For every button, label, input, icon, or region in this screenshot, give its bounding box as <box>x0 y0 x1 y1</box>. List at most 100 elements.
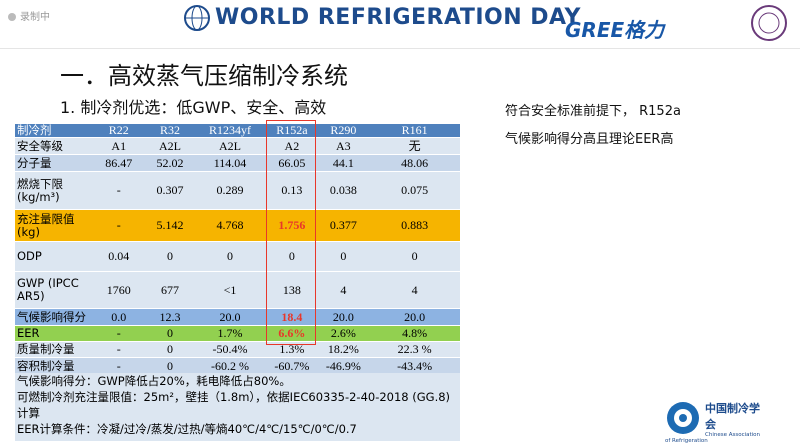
table-cell: 0 <box>146 341 194 358</box>
header-cell: R32 <box>146 124 194 138</box>
table-cell: 0 <box>146 357 194 375</box>
table-cell: 0 <box>369 241 460 272</box>
header-cell: R1234yf <box>193 124 267 138</box>
globe-icon <box>184 5 210 31</box>
table-cell: 20.0 <box>369 308 460 326</box>
association-logo: 中国制冷学会 Chinese Association of Refrigerat… <box>665 400 765 444</box>
footnote: 可燃制冷剂充注量限值：25m²，壁挂（1.8m），依据IEC60335-2-40… <box>17 390 451 420</box>
table-cell: EER <box>15 325 92 342</box>
table-cell: 4.768 <box>193 209 267 242</box>
logo-name: 中国制冷学会 <box>705 402 760 431</box>
table-row: GWP (IPCC AR5) 1760 677 <1 138 4 4 <box>15 271 460 309</box>
seal-icon <box>751 5 787 41</box>
subtitle: 1. 制冷剂优选：低GWP、安全、高效 <box>60 98 327 117</box>
table-cell: <1 <box>193 271 267 309</box>
table-cell: - <box>91 171 147 210</box>
table-row: 燃烧下限 (kg/m³) -0.307 0.289 0.13 0.038 0.075 <box>15 171 460 210</box>
header-cell: R22 <box>91 124 147 138</box>
header-cell: R161 <box>369 124 460 138</box>
table-cell: 4.8% <box>369 325 460 342</box>
table-row: 充注量限值 (kg) -5.142 4.768 1.756 0.377 0.883 <box>15 209 460 242</box>
table-cell: 0.307 <box>146 171 194 210</box>
table-cell: - <box>91 357 147 375</box>
table-cell: 18.4 <box>266 308 318 326</box>
table-cell: -50.4% <box>193 341 267 358</box>
table-cell: 4 <box>369 271 460 309</box>
header-cell: R290 <box>317 124 370 138</box>
footnotes: 气候影响得分：GWP降低占20%，耗电降低占80%。 可燃制冷剂充注量限值：25m… <box>15 373 460 441</box>
table-row: 分子量 86.47 52.02 114.04 66.05 44.1 48.06 <box>15 154 460 172</box>
table-cell: -60.7% <box>266 357 318 375</box>
table-cell: 1.3% <box>266 341 318 358</box>
header-cell: R152a <box>266 124 318 138</box>
table-cell: 0 <box>146 241 194 272</box>
table-cell: 0.289 <box>193 171 267 210</box>
table-cell: 114.04 <box>193 154 267 172</box>
table-cell: 86.47 <box>91 154 147 172</box>
table-cell: 分子量 <box>15 154 92 172</box>
table-row: 质量制冷量 -0 -50.4% 1.3% 18.2% 22.3 % <box>15 341 460 358</box>
header-cell: 制冷剂 <box>15 124 92 138</box>
table-cell: -60.2 % <box>193 357 267 375</box>
table-cell: 22.3 % <box>369 341 460 358</box>
table-cell: - <box>91 209 147 242</box>
table-cell: 燃烧下限 (kg/m³) <box>15 171 92 210</box>
table-cell: 0.883 <box>369 209 460 242</box>
slide-title: 一．高效蒸气压缩制冷系统 <box>60 62 348 90</box>
table-cell: 18.2% <box>317 341 370 358</box>
table-cell: GWP (IPCC AR5) <box>15 271 92 309</box>
table-cell: 0 <box>146 325 194 342</box>
table-cell: ODP <box>15 241 92 272</box>
table-cell: 44.1 <box>317 154 370 172</box>
table-cell: 677 <box>146 271 194 309</box>
table-cell: 6.6% <box>266 325 318 342</box>
table-cell: 0 <box>317 241 370 272</box>
table-cell: - <box>91 325 147 342</box>
table-cell: 气候影响得分 <box>15 308 92 326</box>
banner: WORLD REFRIGERATION DAY <box>215 5 581 30</box>
table-cell: A2L <box>193 137 267 155</box>
table-cell: 138 <box>266 271 318 309</box>
table-cell: A3 <box>317 137 370 155</box>
table-row: EER -0 1.7% 6.6% 2.6% 4.8% <box>15 325 460 342</box>
footnote: EER计算条件：冷凝/过冷/蒸发/过热/等熵40℃/4℃/15℃/0℃/0.7 <box>17 422 357 436</box>
table-cell: 66.05 <box>266 154 318 172</box>
table-cell: 0 <box>193 241 267 272</box>
table-cell: 容积制冷量 <box>15 357 92 375</box>
recording-status: 录制中 <box>8 8 50 23</box>
table-cell: 20.0 <box>317 308 370 326</box>
header-row: 制冷剂 R22 R32 R1234yf R152a R290 R161 <box>15 124 460 138</box>
table-cell: 2.6% <box>317 325 370 342</box>
table-cell: 0.04 <box>91 241 147 272</box>
table-cell: 0.13 <box>266 171 318 210</box>
table-cell: A2L <box>146 137 194 155</box>
table-row: 容积制冷量 -0 -60.2 % -60.7% -46.9% -43.4% <box>15 357 460 375</box>
table-cell: 0.038 <box>317 171 370 210</box>
highlight-box <box>266 120 316 345</box>
table-cell: 20.0 <box>193 308 267 326</box>
table-row: 安全等级 A1 A2L A2L A2 A3 无 <box>15 137 460 155</box>
table-cell: 0.075 <box>369 171 460 210</box>
table-cell: 4 <box>317 271 370 309</box>
logo-icon <box>667 402 699 434</box>
note: 符合安全标准前提下， R152a 气候影响得分高且理论EER高 <box>505 98 681 154</box>
table-row: ODP 0.04 0 0 0 0 0 <box>15 241 460 272</box>
divider <box>0 48 800 49</box>
refrigerant-table: 制冷剂 R22 R32 R1234yf R152a R290 R161 安全等级 A1 A2L A2… <box>15 124 460 375</box>
table-cell: 0.0 <box>91 308 147 326</box>
table-row: 气候影响得分 0.0 12.3 20.0 18.4 20.0 20.0 <box>15 308 460 326</box>
table-cell: -43.4% <box>369 357 460 375</box>
note-line: 符合安全标准前提下， R152a <box>505 104 681 119</box>
table-cell: A2 <box>266 137 318 155</box>
table-cell: 52.02 <box>146 154 194 172</box>
table-cell: -46.9% <box>317 357 370 375</box>
table-cell: 无 <box>369 137 460 155</box>
table-cell: 1.7% <box>193 325 267 342</box>
table-cell: 质量制冷量 <box>15 341 92 358</box>
table-cell: - <box>91 341 147 358</box>
table-cell: 充注量限值 (kg) <box>15 209 92 242</box>
table-cell: 48.06 <box>369 154 460 172</box>
table-cell: 5.142 <box>146 209 194 242</box>
table-cell: A1 <box>91 137 147 155</box>
